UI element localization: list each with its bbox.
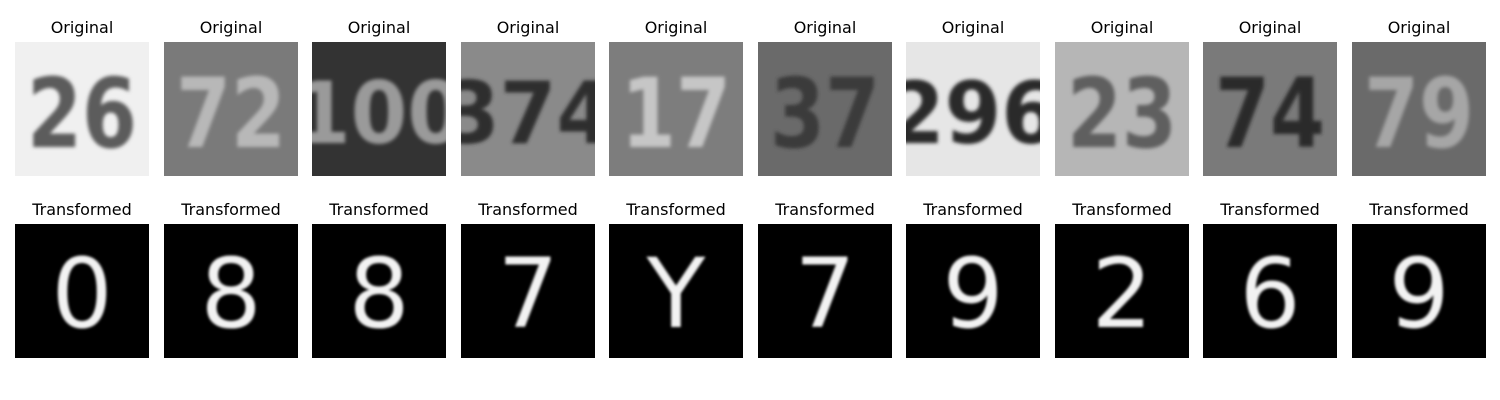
digit-glyph: 296 [906,64,1040,164]
original-title-8: Original [1090,18,1154,37]
original-image-1: 26 [15,42,149,176]
original-image-5: 17 [609,42,743,176]
transformed-image-4: 7 [461,224,595,358]
transformed-image-10: 9 [1352,224,1486,358]
transformed-image-3: 8 [312,224,446,358]
transformed-image-5: Y [609,224,743,358]
digit-glyph: 9 [1388,238,1449,350]
digit-glyph: 100 [312,64,446,164]
digit-glyph: 7 [497,238,558,350]
original-image-7: 296 [906,42,1040,176]
transformed-image-2: 8 [164,224,298,358]
original-title-4: Original [496,18,560,37]
digit-glyph: 17 [621,58,731,170]
digit-glyph: 9 [942,238,1003,350]
original-image-4: 374 [461,42,595,176]
original-title-10: Original [1387,18,1451,37]
digit-glyph: 6 [1239,238,1300,350]
transformed-image-7: 9 [906,224,1040,358]
original-title-5: Original [644,18,708,37]
digit-glyph: 37 [770,58,880,170]
original-image-2: 72 [164,42,298,176]
original-title-3: Original [347,18,411,37]
digit-glyph: 8 [200,238,261,350]
digit-glyph: 8 [348,238,409,350]
transformed-title-10: Transformed [1369,200,1469,219]
digit-glyph: 74 [1215,58,1325,170]
transformed-image-8: 2 [1055,224,1189,358]
digit-glyph: 2 [1091,238,1152,350]
digit-glyph: 0 [51,238,112,350]
original-image-3: 100 [312,42,446,176]
original-title-2: Original [199,18,263,37]
original-image-9: 74 [1203,42,1337,176]
original-image-6: 37 [758,42,892,176]
digit-glyph: 23 [1067,58,1177,170]
transformed-image-6: 7 [758,224,892,358]
transformed-title-5: Transformed [626,200,726,219]
original-title-7: Original [941,18,1005,37]
digit-glyph: 72 [176,58,286,170]
digit-glyph: 374 [461,64,595,164]
digit-glyph: 26 [27,58,137,170]
transformed-image-9: 6 [1203,224,1337,358]
transformed-title-4: Transformed [478,200,578,219]
original-title-9: Original [1238,18,1302,37]
digit-glyph: 79 [1364,58,1474,170]
transformed-image-1: 0 [15,224,149,358]
original-image-10: 79 [1352,42,1486,176]
original-title-1: Original [50,18,114,37]
transformed-title-9: Transformed [1220,200,1320,219]
digit-glyph: Y [646,238,706,350]
digit-glyph: 7 [794,238,855,350]
transformed-title-2: Transformed [181,200,281,219]
transformed-title-6: Transformed [775,200,875,219]
transformed-title-7: Transformed [923,200,1023,219]
transformed-title-1: Transformed [32,200,132,219]
original-title-6: Original [793,18,857,37]
original-image-8: 23 [1055,42,1189,176]
transformed-title-8: Transformed [1072,200,1172,219]
transformed-title-3: Transformed [329,200,429,219]
